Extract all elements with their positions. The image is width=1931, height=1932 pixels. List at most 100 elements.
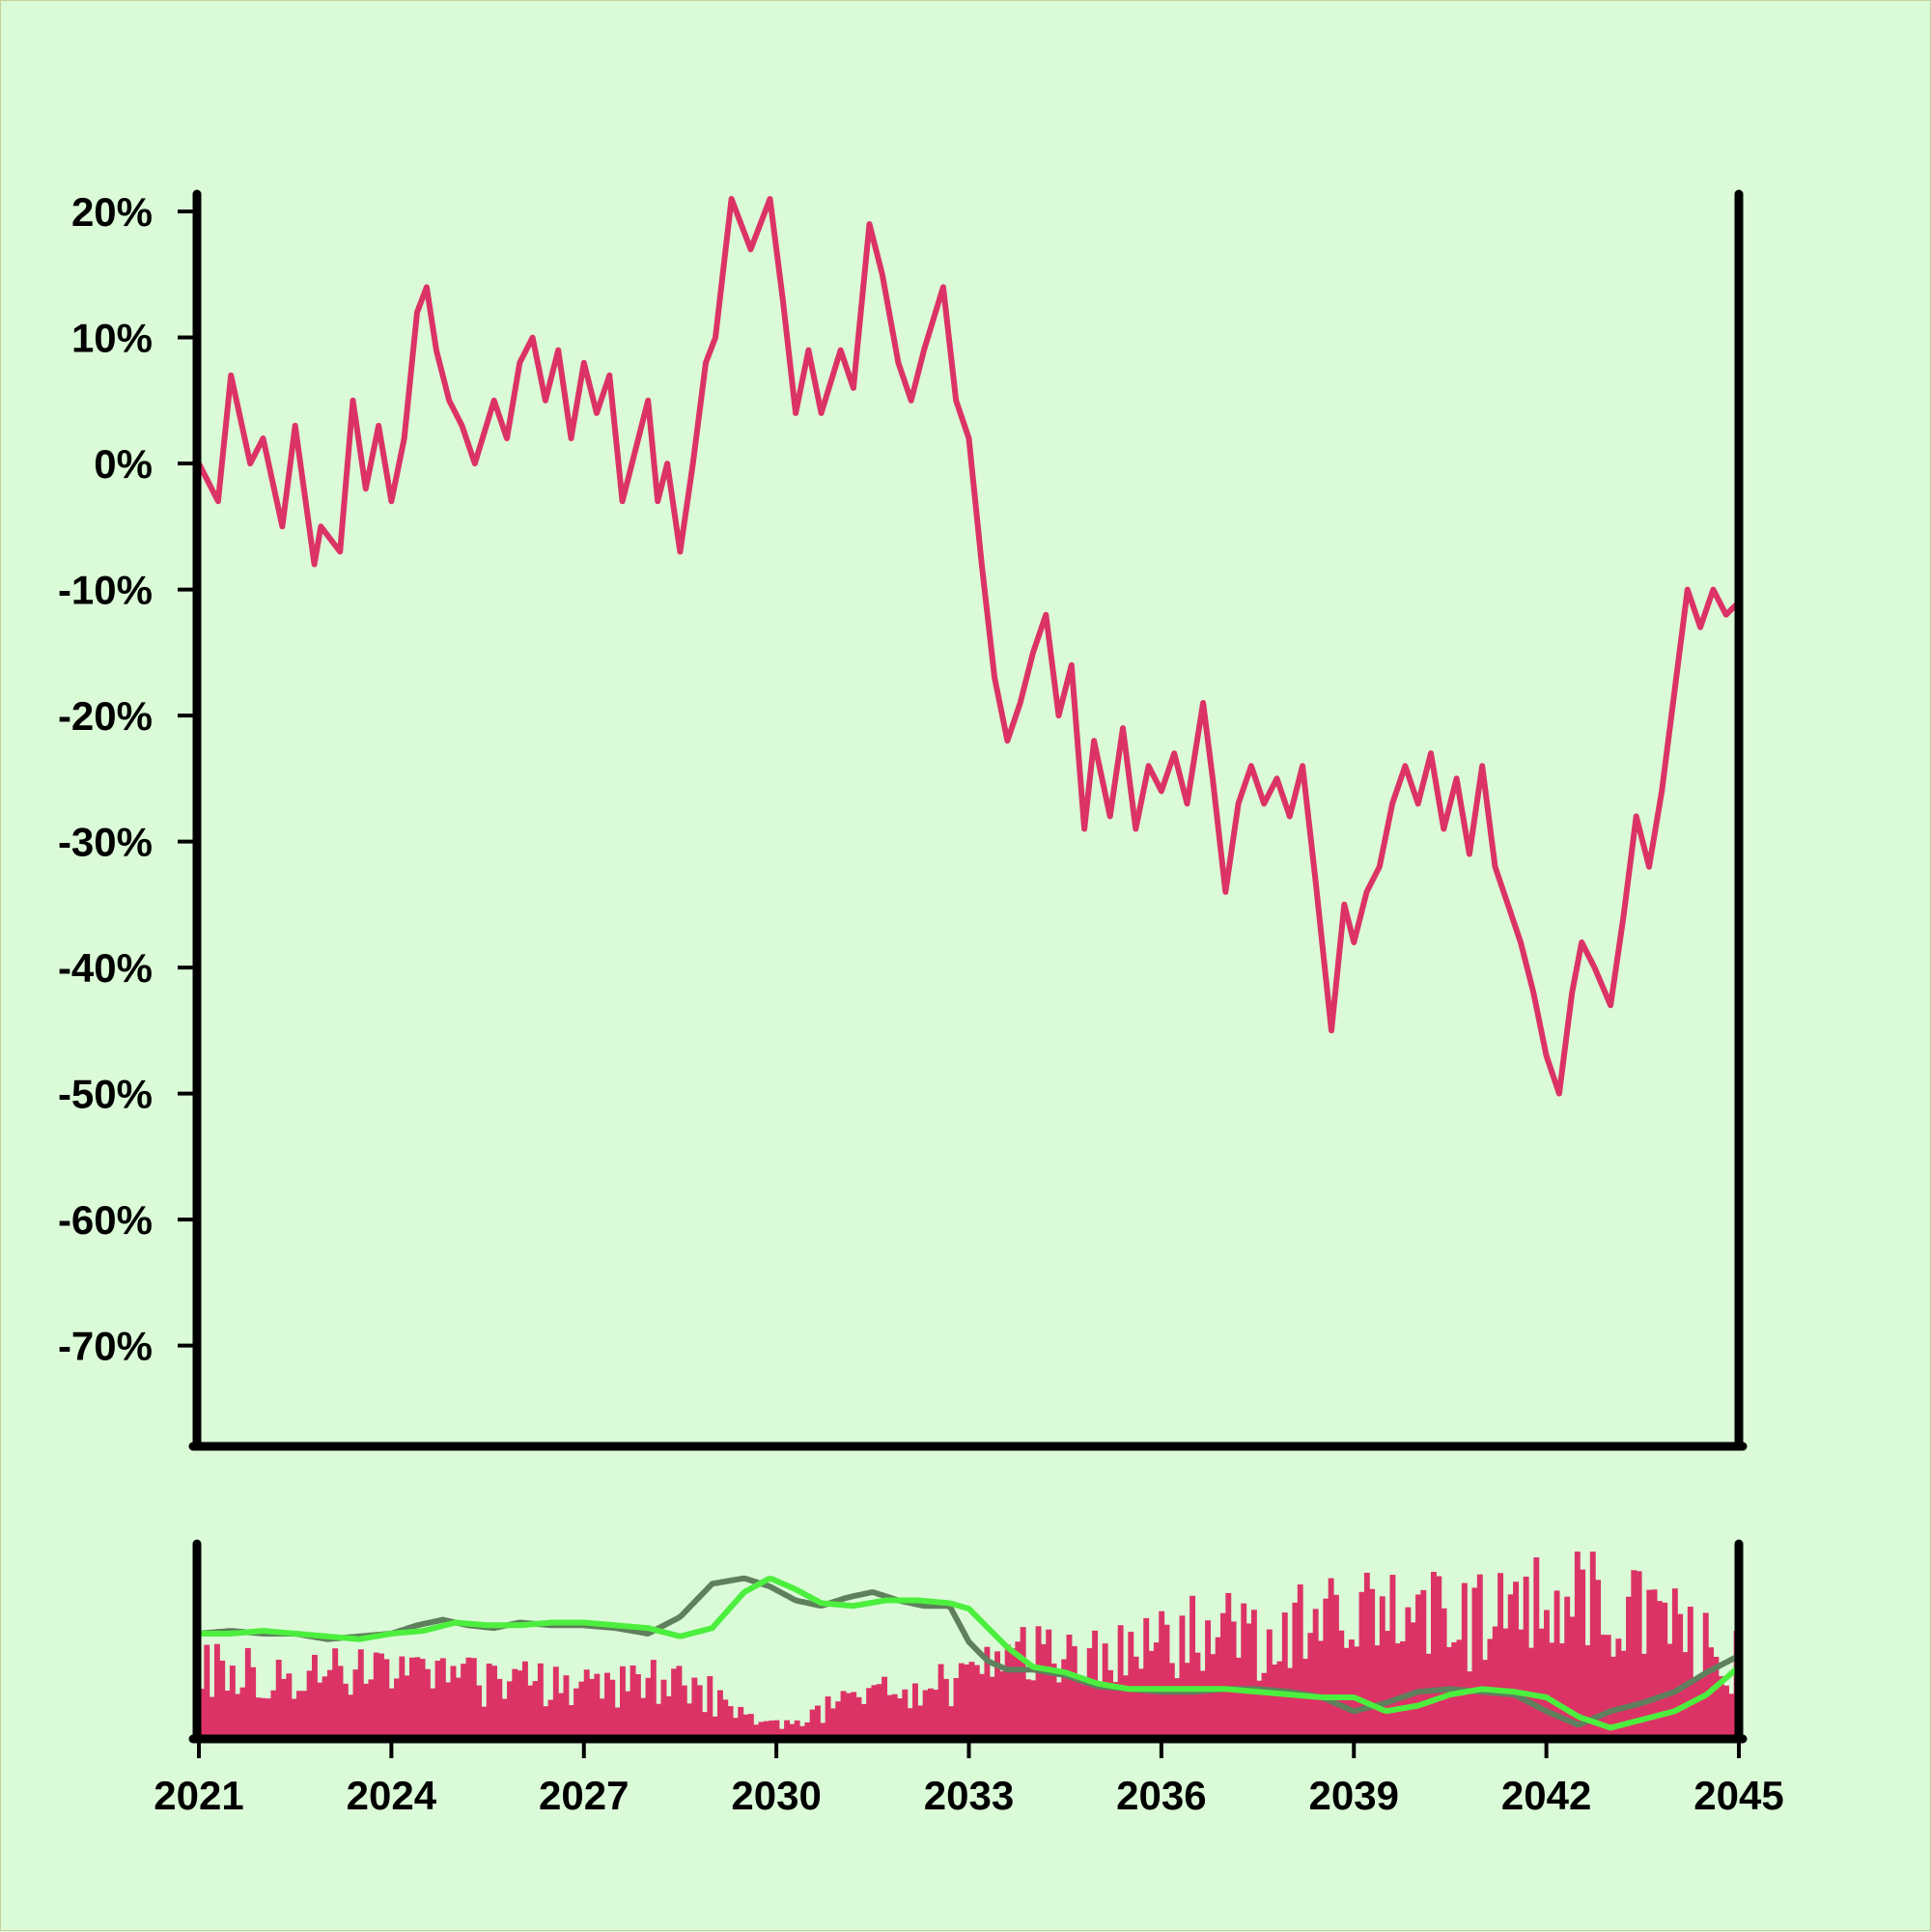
- volume-bar: [481, 1706, 488, 1739]
- volume-bar: [430, 1688, 436, 1739]
- x-axis-ticks: 2021 2024 2027 2030 2033 2036 2039 2042 2045: [154, 1739, 1784, 1818]
- x-tick-label: 2042: [1501, 1773, 1591, 1818]
- volume-bar: [1323, 1598, 1329, 1739]
- volume-bar: [1281, 1612, 1288, 1739]
- volume-bar: [1010, 1648, 1016, 1739]
- volume-bar: [306, 1670, 313, 1739]
- volume-bar: [527, 1685, 534, 1739]
- volume-bar: [1523, 1576, 1529, 1739]
- volume-bar: [1677, 1613, 1684, 1739]
- volume-bar: [1425, 1653, 1432, 1739]
- volume-bar: [1728, 1694, 1735, 1739]
- volume-bar: [357, 1649, 364, 1739]
- volume-bar: [1020, 1627, 1026, 1739]
- x-tick-label: 2036: [1116, 1773, 1206, 1818]
- volume-bar: [1194, 1652, 1201, 1739]
- volume-bar: [434, 1661, 441, 1739]
- volume-bar: [281, 1678, 287, 1739]
- volume-bar: [209, 1696, 215, 1739]
- volume-bar: [337, 1666, 344, 1739]
- volume-bar: [424, 1668, 431, 1739]
- volume-bar: [625, 1691, 631, 1739]
- volume-bar: [1600, 1635, 1607, 1739]
- y-axis-ticks: 20% 10% 0% -10% -20% -30% -40% -50% -60% -70%: [58, 189, 197, 1369]
- volume-bar: [578, 1681, 585, 1739]
- volume-bar: [1374, 1645, 1381, 1739]
- volume-bar: [609, 1679, 616, 1739]
- volume-bar: [660, 1679, 667, 1739]
- volume-bar: [758, 1722, 765, 1739]
- volume-bar: [1610, 1656, 1616, 1739]
- volume-bar: [1117, 1625, 1124, 1739]
- volume-bar: [1046, 1629, 1052, 1739]
- volume-bar: [296, 1691, 302, 1739]
- volume-bar: [1338, 1630, 1345, 1739]
- volume-bar: [1595, 1580, 1602, 1739]
- volume-bar: [1297, 1584, 1303, 1739]
- volume-bar: [1055, 1682, 1062, 1739]
- volume-bar: [964, 1664, 970, 1739]
- volume-bar: [470, 1658, 477, 1739]
- volume-bar: [707, 1676, 714, 1739]
- volume-bar: [450, 1666, 457, 1739]
- volume-bar: [845, 1693, 852, 1739]
- volume-bar: [229, 1666, 236, 1739]
- volume-bar: [1615, 1638, 1622, 1739]
- volume-bar: [727, 1706, 734, 1739]
- y-tick-label: -20%: [58, 693, 153, 739]
- volume-bar: [763, 1721, 770, 1739]
- volume-bar: [399, 1656, 406, 1739]
- volume-bar: [1241, 1603, 1247, 1739]
- y-tick-label: -30%: [58, 820, 153, 865]
- volume-bar: [994, 1651, 1000, 1739]
- volume-bar: [311, 1654, 318, 1739]
- volume-bar: [712, 1716, 718, 1739]
- volume-bar: [1276, 1661, 1283, 1739]
- volume-bar: [1123, 1675, 1129, 1739]
- volume-bar: [933, 1690, 939, 1739]
- volume-bar: [1061, 1659, 1068, 1739]
- volume-bar: [855, 1696, 862, 1739]
- x-tick-label: 2030: [731, 1773, 821, 1818]
- volume-bar: [871, 1685, 878, 1739]
- volume-bar: [897, 1698, 903, 1739]
- volume-panel: 2021 2024 2027 2030 2033 2036 2039 2042 2045: [154, 1539, 1784, 1818]
- volume-bar: [1549, 1642, 1555, 1739]
- volume-bar: [809, 1709, 816, 1739]
- volume-bar: [630, 1665, 636, 1739]
- volume-bar: [326, 1669, 333, 1739]
- volume-bar: [332, 1648, 339, 1739]
- volume-bar: [439, 1658, 446, 1739]
- volume-bar: [1235, 1657, 1242, 1739]
- volume-bar: [1436, 1576, 1442, 1739]
- volume-bar: [1415, 1594, 1421, 1739]
- volume-bar: [1379, 1596, 1385, 1739]
- volume-bar: [866, 1688, 873, 1739]
- volume-bar: [204, 1644, 210, 1739]
- volume-bar: [1467, 1671, 1473, 1739]
- volume-bar: [286, 1673, 293, 1739]
- volume-bar: [445, 1682, 452, 1739]
- volume-bar: [1713, 1656, 1720, 1739]
- volume-bar: [1030, 1680, 1037, 1739]
- volume-bar: [1205, 1620, 1211, 1739]
- volume-bar: [1385, 1631, 1391, 1739]
- main-price-panel: 20% 10% 0% -10% -20% -30% -40% -50% -60% -70%: [58, 189, 1748, 1451]
- volume-bar: [984, 1646, 991, 1739]
- volume-bar: [547, 1699, 554, 1739]
- volume-bar: [922, 1690, 929, 1739]
- volume-bar: [650, 1660, 657, 1739]
- volume-bar: [1081, 1684, 1088, 1739]
- volume-bar: [199, 1689, 205, 1739]
- volume-bar: [552, 1666, 559, 1739]
- volume-bar: [1035, 1626, 1042, 1739]
- volume-bar: [619, 1666, 626, 1739]
- volume-bar: [1245, 1623, 1252, 1739]
- volume-bar: [543, 1706, 549, 1739]
- volume-bar: [219, 1660, 226, 1739]
- volume-bar: [1004, 1644, 1011, 1739]
- volume-bar: [1646, 1589, 1653, 1739]
- volume-bar: [999, 1670, 1006, 1739]
- volume-bar: [235, 1694, 241, 1739]
- volume-bar: [476, 1685, 483, 1739]
